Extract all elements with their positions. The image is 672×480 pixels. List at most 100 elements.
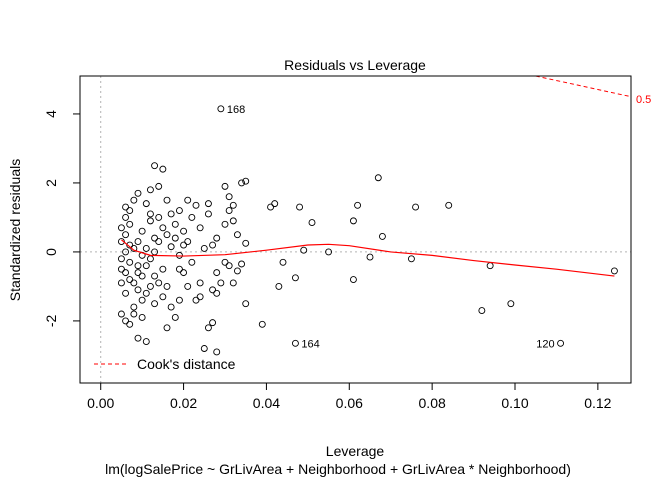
data-point (271, 200, 279, 208)
data-point (163, 196, 171, 204)
data-point (610, 267, 618, 275)
data-point (163, 282, 171, 290)
data-point (229, 279, 237, 287)
data-point (267, 203, 275, 211)
data-point (242, 300, 250, 308)
data-point (163, 231, 171, 239)
data-point (221, 220, 229, 228)
data-point (180, 227, 188, 235)
data-point (217, 279, 225, 287)
data-point (151, 300, 159, 308)
cooks-contour-label: 0.5 (636, 94, 651, 106)
data-point (180, 269, 188, 277)
data-point (163, 324, 171, 332)
data-point (151, 234, 159, 242)
data-point (209, 286, 217, 294)
data-point (134, 269, 142, 277)
x-tick-label: 0.02 (170, 395, 197, 411)
data-point (155, 279, 163, 287)
data-point (258, 320, 266, 328)
data-point (204, 324, 212, 332)
data-point (126, 320, 134, 328)
data-point (130, 196, 138, 204)
data-point (279, 258, 287, 266)
data-point (122, 203, 130, 211)
data-point (122, 317, 130, 325)
data-point (238, 179, 246, 187)
data-point (196, 224, 204, 232)
data-point (122, 269, 130, 277)
data-point (412, 203, 420, 211)
data-point (180, 241, 188, 249)
data-point (200, 345, 208, 352)
data-point (126, 276, 134, 283)
data-point (138, 272, 146, 280)
data-point (291, 339, 299, 347)
data-point (146, 217, 154, 225)
data-point (184, 196, 192, 204)
data-point (188, 258, 196, 266)
data-point (134, 238, 142, 246)
data-point (354, 201, 362, 209)
data-point (134, 286, 142, 294)
data-point (184, 282, 192, 290)
data-point (175, 265, 183, 273)
data-point (134, 262, 142, 270)
data-point (138, 227, 146, 235)
data-point (171, 234, 179, 242)
data-point (130, 303, 138, 311)
point-label: 168 (227, 104, 245, 116)
legend-label: Cook's distance (137, 356, 236, 372)
data-point (117, 265, 125, 273)
data-point (167, 303, 175, 311)
loess-smooth-line (121, 239, 615, 277)
data-point (478, 307, 486, 315)
point-label: 164 (301, 338, 319, 350)
plot-frame (79, 75, 632, 384)
point-label: 120 (536, 338, 554, 350)
data-point (130, 310, 138, 318)
data-point (225, 262, 233, 270)
data-point (233, 267, 241, 275)
data-point (138, 314, 146, 321)
x-tick-label: 0.10 (501, 395, 528, 411)
data-point (233, 231, 241, 239)
data-point (117, 310, 125, 318)
data-point (122, 231, 130, 239)
data-point (291, 274, 299, 282)
data-point (155, 213, 163, 221)
x-tick-label: 0.08 (419, 395, 446, 411)
data-point (151, 272, 159, 280)
data-point (366, 253, 374, 261)
data-point (159, 224, 167, 232)
data-point (200, 245, 208, 252)
data-point (192, 296, 200, 304)
data-point (217, 105, 225, 113)
data-point (142, 338, 150, 346)
data-point (349, 217, 357, 225)
data-point (146, 210, 154, 218)
data-point (117, 255, 125, 263)
y-tick-label: 4 (43, 110, 59, 118)
data-point (171, 220, 179, 228)
data-point (142, 200, 150, 208)
data-point (134, 334, 142, 342)
data-point (188, 213, 196, 221)
y-axis-label: Standardized residuals (7, 159, 23, 301)
y-tick-label: -2 (43, 314, 59, 327)
data-point (175, 296, 183, 304)
x-tick-label: 0.12 (584, 395, 611, 411)
data-point (171, 314, 179, 321)
data-point (134, 189, 142, 197)
data-point (155, 238, 163, 246)
data-point (122, 289, 130, 297)
data-point (117, 224, 125, 232)
data-point (204, 210, 212, 218)
cooks-distance-contour (535, 76, 631, 98)
data-point (507, 300, 515, 308)
data-point (229, 217, 237, 225)
data-point (167, 243, 175, 251)
data-point (192, 201, 200, 209)
data-point (213, 269, 221, 277)
